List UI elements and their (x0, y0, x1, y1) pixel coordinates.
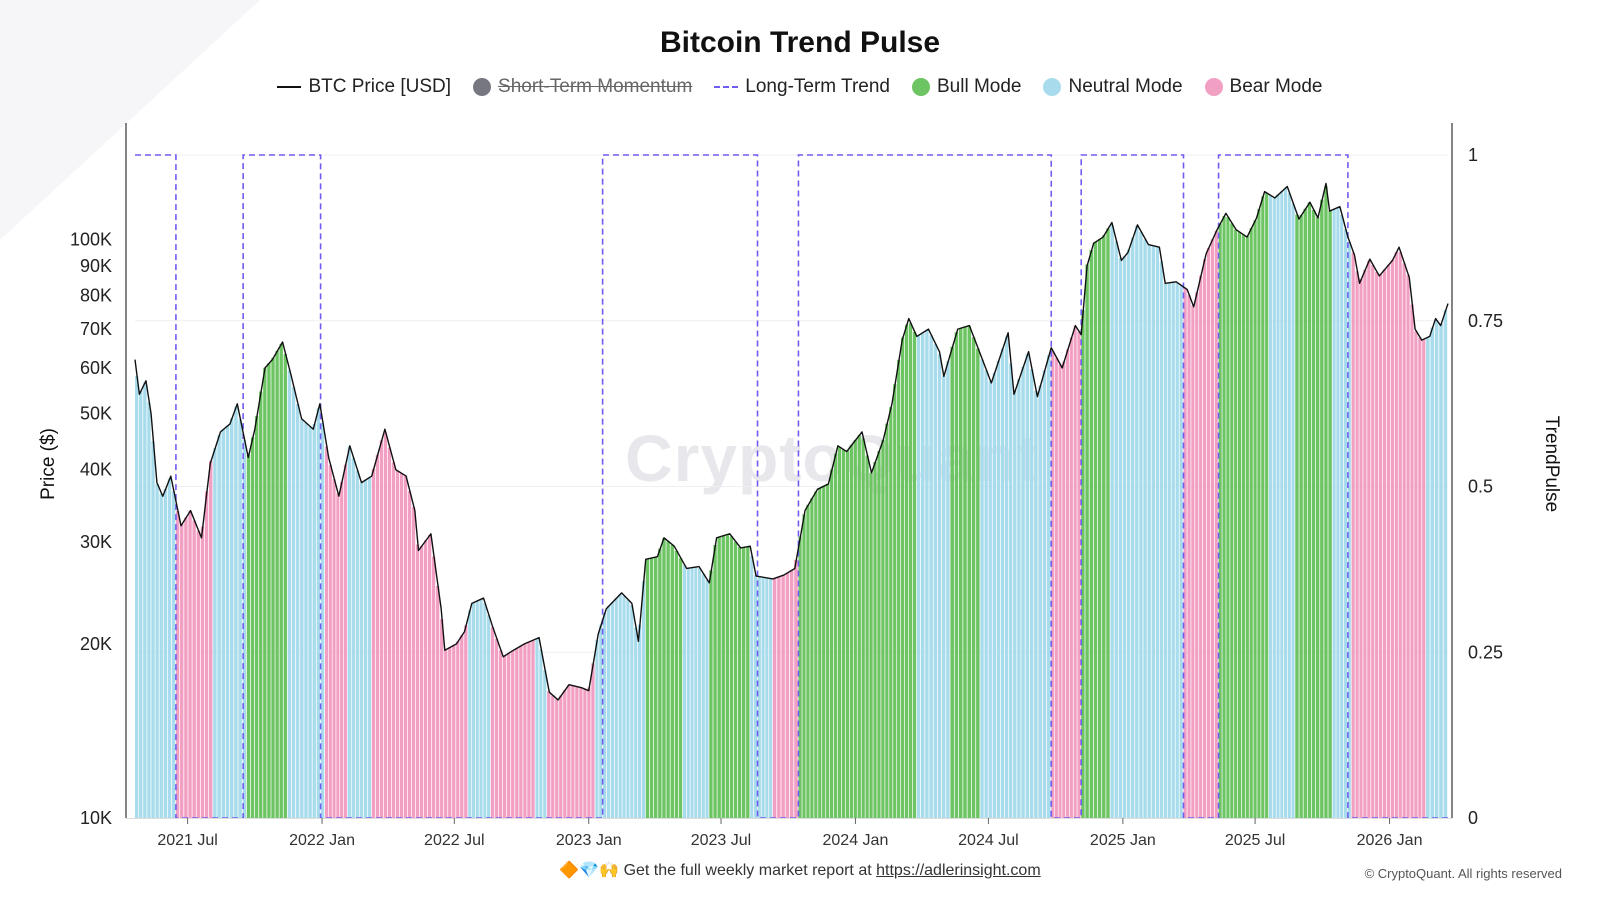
footer: 🔶💎🙌 Get the full weekly market report at… (0, 860, 1600, 880)
mode-bar-bear-8 (371, 432, 468, 818)
x-tick-label: 2026 Jan (1357, 832, 1423, 849)
mode-bar-neutral-31 (1268, 187, 1295, 818)
mode-bar-neutral-13 (595, 581, 646, 818)
y-tick-label: 30K (80, 532, 112, 552)
mode-bar-bear-2 (175, 460, 213, 818)
mode-bar-bull-30 (1218, 193, 1269, 818)
mode-bar-bull-19 (798, 323, 917, 818)
mode-bar-neutral-22 (980, 336, 1021, 818)
long-term-trend-series (135, 154, 1448, 819)
mode-bar-neutral-20 (916, 329, 950, 818)
y-axis-title: Price ($) (38, 428, 59, 500)
mode-bar-neutral-7 (347, 446, 372, 818)
mode-bar-bull-16 (709, 534, 750, 818)
price-series (134, 182, 1449, 701)
footer-text: Get the full weekly market report at (623, 862, 872, 879)
legend-label-bull: Bull Mode (936, 76, 1022, 97)
y2-tick-label: 0.25 (1468, 642, 1503, 662)
mode-bar-bull-4 (246, 343, 287, 818)
y-tick-label: 40K (80, 460, 112, 480)
legend-swatch-ltt (714, 86, 739, 88)
x-tick-label: 2024 Jan (823, 832, 889, 849)
y-tick-label: 20K (80, 634, 112, 654)
legend-label-ltt: Long-Term Trend (745, 76, 890, 97)
x-axis-ticks: 2021 Jul 2022 Jan 2022 Jul 2023 Jan 2023 Jul… (157, 818, 1422, 849)
legend-label-bear: Bear Mode (1229, 76, 1323, 97)
legend-swatch-bull (911, 78, 930, 96)
mode-bar-neutral-15 (683, 565, 709, 818)
mode-bars (135, 186, 1448, 819)
mode-bar-bear-25 (1062, 325, 1081, 818)
legend: BTC Price [USD] Short-Term Momentum Long-T… (0, 76, 1600, 98)
copyright: © CryptoQuant. All rights reserved (1364, 866, 1562, 881)
x-tick-label: 2024 Jul (958, 832, 1019, 849)
mode-bar-bull-21 (950, 326, 980, 818)
mode-bar-bull-26 (1081, 228, 1110, 818)
x-tick-label: 2022 Jul (424, 832, 485, 849)
y2-tick-label: 0 (1468, 808, 1478, 828)
mode-bar-bear-29 (1183, 230, 1218, 818)
mode-bar-neutral-0 (135, 375, 155, 818)
legend-swatch-stm (473, 78, 492, 96)
y2-tick-label: 0.5 (1468, 477, 1493, 497)
x-tick-label: 2025 Jan (1090, 832, 1156, 849)
mode-bar-bear-10 (490, 627, 535, 818)
legend-item-price[interactable]: BTC Price [USD] (277, 76, 451, 98)
y2-axis-title: TrendPulse (1541, 416, 1562, 512)
y-tick-label: 10K (80, 808, 112, 828)
mode-bar-neutral-11 (535, 638, 547, 818)
mode-bar-neutral-23 (1021, 354, 1051, 818)
mode-bar-bear-24 (1051, 351, 1062, 818)
y-tick-label: 70K (80, 319, 112, 339)
x-tick-label: 2025 Jul (1225, 832, 1286, 849)
y2-tick-label: 1 (1468, 145, 1478, 165)
y-tick-label: 60K (80, 358, 112, 378)
mode-bar-bear-12 (547, 663, 595, 818)
footer-emojis: 🔶💎🙌 (559, 862, 620, 879)
mode-bar-neutral-1 (155, 478, 176, 818)
mode-bar-bear-18 (772, 559, 798, 818)
mode-bar-neutral-9 (468, 599, 491, 818)
legend-swatch-bear (1204, 78, 1223, 96)
legend-label-neutral: Neutral Mode (1068, 76, 1183, 97)
mode-bar-neutral-27 (1110, 224, 1155, 819)
long-term-trend-line (135, 154, 1448, 819)
mode-bar-bull-32 (1295, 186, 1332, 819)
legend-item-ltt[interactable]: Long-Term Trend (714, 76, 890, 98)
mode-bar-neutral-28 (1155, 246, 1183, 819)
legend-label-price: BTC Price [USD] (308, 76, 452, 97)
x-tick-label: 2021 Jul (157, 832, 218, 849)
y-tick-label: 80K (80, 286, 112, 306)
mode-bar-bull-14 (645, 538, 683, 818)
mode-bar-bear-6 (324, 446, 347, 818)
y-tick-label: 100K (70, 230, 112, 250)
mode-bar-neutral-17 (750, 555, 773, 818)
chart-title: Bitcoin Trend Pulse (659, 26, 941, 59)
y-axis-ticks: 10K 20K 30K 40K 50K 60K 70K 80K 90K 100K (70, 230, 112, 828)
x-tick-label: 2023 Jul (691, 832, 752, 849)
x-tick-label: 2023 Jan (556, 832, 622, 849)
footer-link[interactable]: https://adlerinsight.com (876, 862, 1041, 879)
mode-bar-neutral-33 (1332, 207, 1351, 818)
y-tick-label: 90K (80, 256, 112, 276)
legend-label-stm: Short-Term Momentum (498, 76, 693, 97)
legend-swatch-price (277, 86, 302, 88)
axes (125, 123, 1453, 819)
x-tick-label: 2022 Jan (289, 832, 355, 849)
btc-price-line (134, 182, 1449, 701)
legend-item-bear[interactable]: Bear Mode (1204, 76, 1323, 98)
legend-item-bull[interactable]: Bull Mode (911, 76, 1022, 98)
mode-bar-bear-34 (1351, 251, 1426, 819)
mode-bar-neutral-35 (1426, 310, 1448, 818)
legend-item-neutral[interactable]: Neutral Mode (1043, 76, 1183, 98)
mode-bar-neutral-3 (213, 406, 247, 818)
legend-swatch-neutral (1043, 78, 1062, 96)
y-tick-label: 50K (80, 404, 112, 424)
mode-bar-neutral-5 (287, 370, 325, 818)
y2-axis-ticks: 0 0.25 0.5 0.75 1 (1468, 145, 1503, 828)
y2-tick-label: 0.75 (1468, 311, 1503, 331)
legend-item-stm[interactable]: Short-Term Momentum (473, 76, 692, 98)
